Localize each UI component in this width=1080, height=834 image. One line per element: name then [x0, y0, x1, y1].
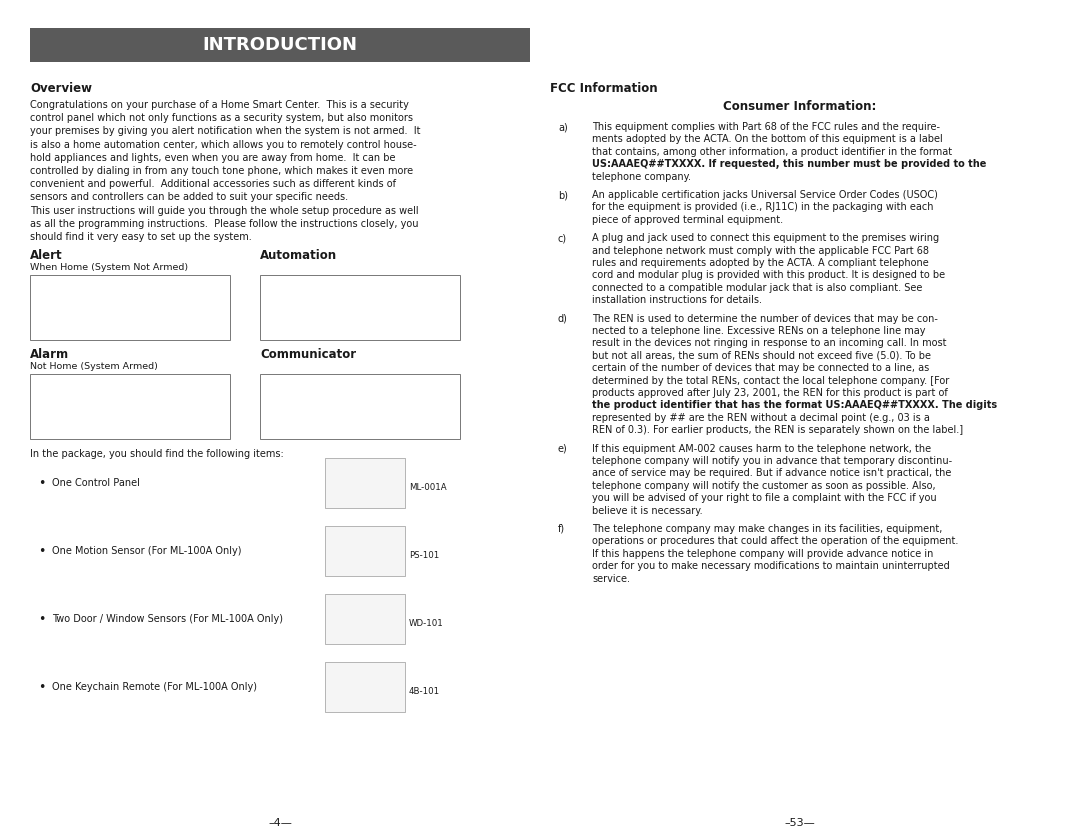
- Text: d): d): [558, 314, 568, 324]
- Text: ML-001A: ML-001A: [409, 483, 447, 492]
- Text: should find it very easy to set up the system.: should find it very easy to set up the s…: [30, 232, 252, 242]
- Text: e): e): [558, 444, 568, 454]
- Text: This equipment complies with Part 68 of the FCC rules and the require-: This equipment complies with Part 68 of …: [592, 122, 940, 132]
- Text: Two Door / Window Sensors (For ML-100A Only): Two Door / Window Sensors (For ML-100A O…: [52, 614, 283, 624]
- Text: installation instructions for details.: installation instructions for details.: [592, 295, 762, 305]
- Text: controlled by dialing in from any touch tone phone, which makes it even more: controlled by dialing in from any touch …: [30, 166, 414, 176]
- Text: Automation: Automation: [260, 249, 337, 262]
- Text: rules and requirements adopted by the ACTA. A compliant telephone: rules and requirements adopted by the AC…: [592, 258, 929, 268]
- Text: 4B-101: 4B-101: [409, 686, 441, 696]
- Text: WD-101: WD-101: [409, 619, 444, 628]
- Text: INTRODUCTION: INTRODUCTION: [203, 36, 357, 54]
- Text: your premises by giving you alert notification when the system is not armed.  It: your premises by giving you alert notifi…: [30, 127, 420, 137]
- Text: This user instructions will guide you through the whole setup procedure as well: This user instructions will guide you th…: [30, 206, 419, 216]
- Text: order for you to make necessary modifications to maintain uninterrupted: order for you to make necessary modifica…: [592, 561, 949, 571]
- Text: US:AAAEQ##TXXXX. If requested, this number must be provided to the: US:AAAEQ##TXXXX. If requested, this numb…: [592, 159, 986, 169]
- Text: b): b): [558, 190, 568, 200]
- Text: ments adopted by the ACTA. On the bottom of this equipment is a label: ments adopted by the ACTA. On the bottom…: [592, 134, 943, 144]
- Text: c): c): [558, 234, 567, 244]
- Text: A plug and jack used to connect this equipment to the premises wiring: A plug and jack used to connect this equ…: [592, 234, 940, 244]
- Text: Alert: Alert: [30, 249, 63, 262]
- Text: The telephone company may make changes in its facilities, equipment,: The telephone company may make changes i…: [592, 524, 943, 534]
- Text: Congratulations on your purchase of a Home Smart Center.  This is a security: Congratulations on your purchase of a Ho…: [30, 100, 409, 110]
- Text: One Motion Sensor (For ML-100A Only): One Motion Sensor (For ML-100A Only): [52, 546, 242, 556]
- Bar: [260, 275, 460, 340]
- Text: Consumer Information:: Consumer Information:: [724, 100, 877, 113]
- Text: Communicator: Communicator: [260, 349, 356, 361]
- Text: FCC Information: FCC Information: [550, 82, 658, 95]
- Text: ance of service may be required. But if advance notice isn't practical, the: ance of service may be required. But if …: [592, 469, 951, 479]
- Text: hold appliances and lights, even when you are away from home.  It can be: hold appliances and lights, even when yo…: [30, 153, 395, 163]
- Text: –4—: –4—: [268, 818, 292, 828]
- Text: One Keychain Remote (For ML-100A Only): One Keychain Remote (For ML-100A Only): [52, 682, 257, 692]
- Bar: [325, 594, 405, 644]
- Text: certain of the number of devices that may be connected to a line, as: certain of the number of devices that ma…: [592, 363, 929, 373]
- Text: piece of approved terminal equipment.: piece of approved terminal equipment.: [592, 215, 783, 225]
- Text: In the package, you should find the following items:: In the package, you should find the foll…: [30, 450, 284, 460]
- Text: If this equipment AM-002 causes harm to the telephone network, the: If this equipment AM-002 causes harm to …: [592, 444, 931, 454]
- Text: is also a home automation center, which allows you to remotely control house-: is also a home automation center, which …: [30, 139, 417, 149]
- Bar: [325, 526, 405, 576]
- Text: believe it is necessary.: believe it is necessary.: [592, 505, 703, 515]
- Text: and telephone network must comply with the applicable FCC Part 68: and telephone network must comply with t…: [592, 245, 929, 255]
- Text: products approved after July 23, 2001, the REN for this product is part of: products approved after July 23, 2001, t…: [592, 388, 948, 398]
- Text: service.: service.: [592, 574, 630, 584]
- Text: represented by ## are the REN without a decimal point (e.g., 03 is a: represented by ## are the REN without a …: [592, 413, 930, 423]
- Text: for the equipment is provided (i.e., RJ11C) in the packaging with each: for the equipment is provided (i.e., RJ1…: [592, 203, 933, 213]
- Text: REN of 0.3). For earlier products, the REN is separately shown on the label.]: REN of 0.3). For earlier products, the R…: [592, 425, 963, 435]
- Text: you will be advised of your right to file a complaint with the FCC if you: you will be advised of your right to fil…: [592, 493, 936, 503]
- Text: nected to a telephone line. Excessive RENs on a telephone line may: nected to a telephone line. Excessive RE…: [592, 326, 926, 336]
- Text: The REN is used to determine the number of devices that may be con-: The REN is used to determine the number …: [592, 314, 937, 324]
- Text: •: •: [38, 681, 45, 694]
- Text: telephone company will notify you in advance that temporary discontinu-: telephone company will notify you in adv…: [592, 456, 953, 466]
- Text: An applicable certification jacks Universal Service Order Codes (USOC): An applicable certification jacks Univer…: [592, 190, 937, 200]
- Text: f): f): [558, 524, 565, 534]
- Bar: [30, 374, 230, 440]
- Bar: [325, 662, 405, 712]
- Text: •: •: [38, 545, 45, 558]
- Text: result in the devices not ringing in response to an incoming call. In most: result in the devices not ringing in res…: [592, 339, 946, 349]
- Text: the product identifier that has the format US:AAAEQ##TXXXX. The digits: the product identifier that has the form…: [592, 400, 997, 410]
- Text: Alarm: Alarm: [30, 349, 69, 361]
- Bar: [30, 275, 230, 340]
- Text: telephone company.: telephone company.: [592, 172, 691, 182]
- Text: that contains, among other information, a product identifier in the format: that contains, among other information, …: [592, 147, 953, 157]
- Text: If this happens the telephone company will provide advance notice in: If this happens the telephone company wi…: [592, 549, 933, 559]
- Text: cord and modular plug is provided with this product. It is designed to be: cord and modular plug is provided with t…: [592, 270, 945, 280]
- Text: as all the programming instructions.  Please follow the instructions closely, yo: as all the programming instructions. Ple…: [30, 219, 419, 229]
- Text: connected to a compatible modular jack that is also compliant. See: connected to a compatible modular jack t…: [592, 283, 922, 293]
- Text: control panel which not only functions as a security system, but also monitors: control panel which not only functions a…: [30, 113, 413, 123]
- Text: •: •: [38, 613, 45, 626]
- Text: One Control Panel: One Control Panel: [52, 478, 140, 488]
- Text: but not all areas, the sum of RENs should not exceed five (5.0). To be: but not all areas, the sum of RENs shoul…: [592, 351, 931, 361]
- Text: Overview: Overview: [30, 82, 92, 95]
- Text: –53—: –53—: [785, 818, 815, 828]
- Text: convenient and powerful.  Additional accessories such as different kinds of: convenient and powerful. Additional acce…: [30, 179, 396, 189]
- Text: a): a): [558, 122, 568, 132]
- Text: PS-101: PS-101: [409, 550, 440, 560]
- Text: •: •: [38, 477, 45, 490]
- Text: sensors and controllers can be added to suit your specific needs.: sensors and controllers can be added to …: [30, 193, 348, 203]
- Text: telephone company will notify the customer as soon as possible. Also,: telephone company will notify the custom…: [592, 480, 935, 490]
- Text: operations or procedures that could affect the operation of the equipment.: operations or procedures that could affe…: [592, 536, 958, 546]
- Text: determined by the total RENs, contact the local telephone company. [For: determined by the total RENs, contact th…: [592, 375, 949, 385]
- Text: Not Home (System Armed): Not Home (System Armed): [30, 362, 158, 371]
- Bar: [325, 458, 405, 508]
- Bar: [30, 28, 530, 62]
- Bar: [260, 374, 460, 440]
- Text: When Home (System Not Armed): When Home (System Not Armed): [30, 264, 188, 272]
